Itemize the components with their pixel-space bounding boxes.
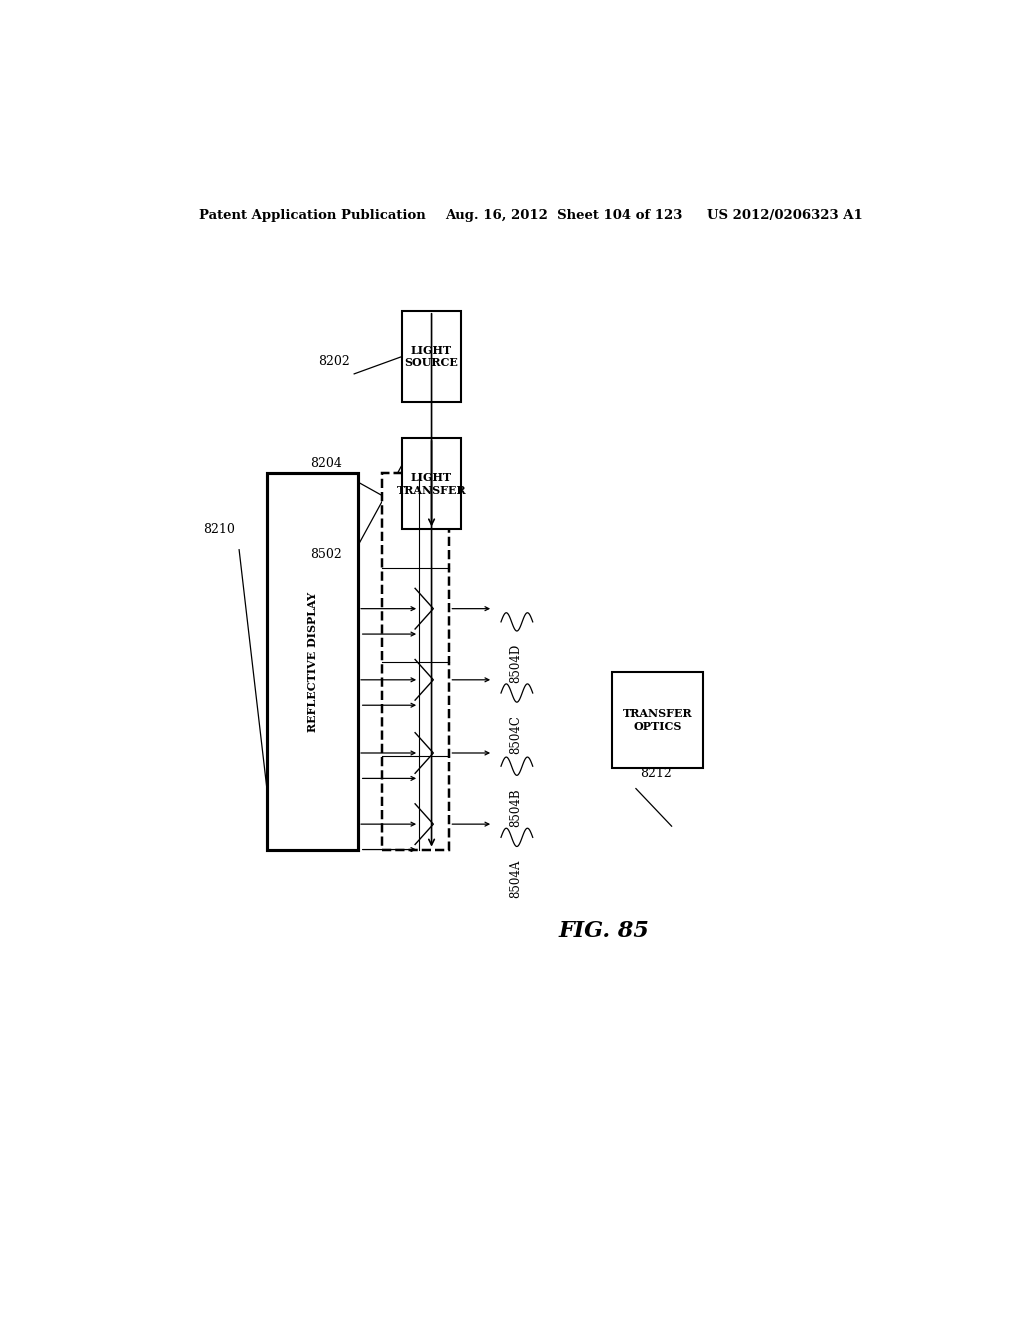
- Text: 8202: 8202: [318, 355, 350, 368]
- Text: REFLECTIVE DISPLAY: REFLECTIVE DISPLAY: [307, 591, 318, 731]
- Text: 8504A: 8504A: [509, 859, 522, 898]
- Bar: [612, 672, 703, 768]
- Text: 8504C: 8504C: [509, 715, 522, 754]
- Text: 8504B: 8504B: [509, 788, 522, 828]
- Bar: [267, 474, 358, 850]
- Text: 8504D: 8504D: [509, 644, 522, 684]
- Text: 8212: 8212: [640, 767, 672, 780]
- Text: LIGHT
TRANSFER: LIGHT TRANSFER: [396, 471, 466, 495]
- Bar: [401, 438, 461, 529]
- Text: Patent Application Publication: Patent Application Publication: [200, 209, 426, 222]
- Text: LIGHT
SOURCE: LIGHT SOURCE: [404, 345, 459, 368]
- Bar: [382, 474, 450, 850]
- Text: 8204: 8204: [310, 457, 342, 470]
- Text: TRANSFER
OPTICS: TRANSFER OPTICS: [623, 708, 692, 731]
- Text: Aug. 16, 2012  Sheet 104 of 123: Aug. 16, 2012 Sheet 104 of 123: [445, 209, 683, 222]
- Text: FIG. 85: FIG. 85: [559, 920, 649, 942]
- Bar: [401, 312, 461, 403]
- Text: 8210: 8210: [204, 523, 236, 536]
- Text: US 2012/0206323 A1: US 2012/0206323 A1: [708, 209, 863, 222]
- Text: 8502: 8502: [310, 548, 342, 561]
